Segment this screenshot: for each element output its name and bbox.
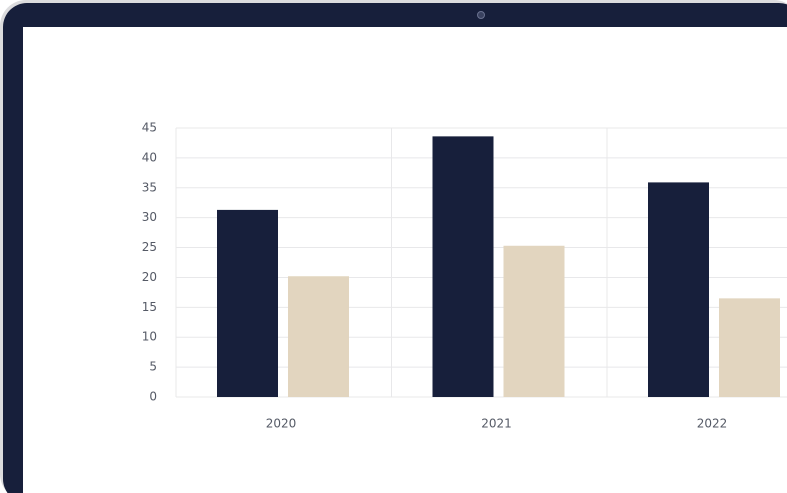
chart: 0 5 10 15 20 25 30 35 40 45 2020 2021 2022 xyxy=(142,121,787,431)
y-tick-label: 10 xyxy=(142,330,157,344)
bar xyxy=(648,182,709,397)
bar xyxy=(217,209,278,397)
bar xyxy=(719,298,780,397)
y-tick-label: 20 xyxy=(142,270,157,284)
camera xyxy=(477,11,485,19)
y-tick-label: 30 xyxy=(142,210,157,224)
y-tick-label: 0 xyxy=(149,390,157,404)
y-tick-label: 5 xyxy=(149,360,157,374)
y-tick-label: 15 xyxy=(142,300,157,314)
y-tick-label: 40 xyxy=(142,150,157,164)
y-tick-label: 45 xyxy=(142,121,157,135)
bar xyxy=(432,136,494,397)
x-tick-label: 2020 xyxy=(266,417,297,431)
bar xyxy=(288,276,349,397)
y-tick-label: 35 xyxy=(142,180,157,194)
y-tick-label: 25 xyxy=(142,240,157,254)
x-tick-label: 2022 xyxy=(697,417,728,431)
bar xyxy=(503,245,565,397)
x-tick-label: 2021 xyxy=(481,417,512,431)
